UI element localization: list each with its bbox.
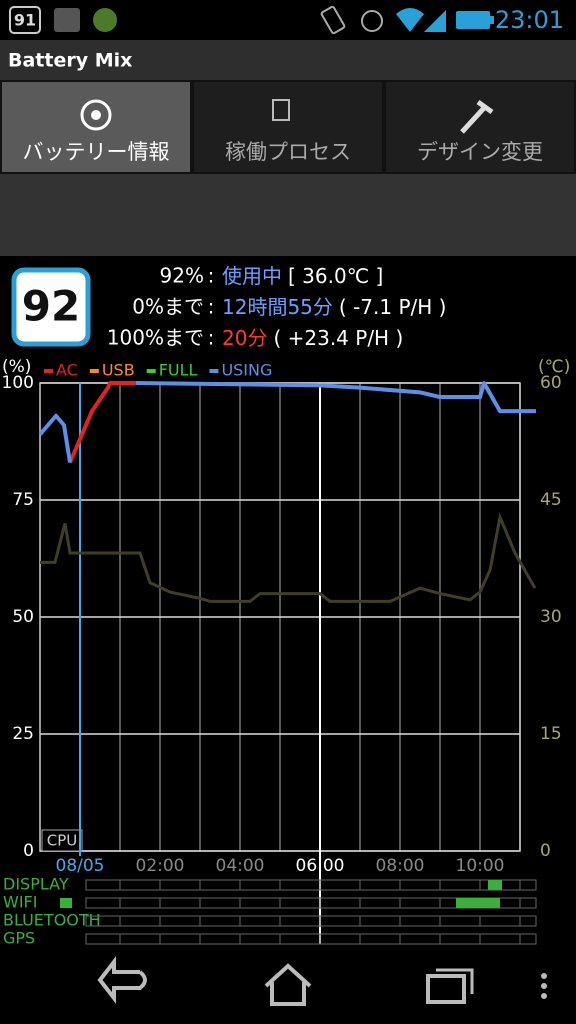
info-highlight: 20分 [222,326,267,350]
activity-span [60,898,72,908]
tab[interactable] [386,82,574,172]
battery-line [68,381,136,464]
battery-icon [11,267,91,347]
activity-span [456,898,500,908]
y-tick-label: 75 [12,490,34,510]
legend-label: USING [221,361,272,380]
nav-back[interactable] [97,956,147,1004]
battery-icon-text: 92 [22,282,80,331]
info-value: 12時間55分( -7.1 P/H ) [222,295,446,319]
y-tick-label: 100 [2,373,34,393]
legend-label: AC [56,361,78,380]
tab[interactable] [194,82,382,172]
info-highlight: 12時間55分 [222,295,333,319]
nav-recents [436,968,474,994]
banner-area [0,174,576,256]
activity-row [85,879,537,891]
y2-tick-label: 30 [540,607,562,627]
tab-label: バッテリー情報 [23,140,170,164]
badge-icon [9,6,41,34]
y2-axis-label: (℃) [538,357,570,377]
wifi-icon [396,8,424,32]
info-sep: : [208,295,215,319]
tab-label: デザイン変更 [417,140,543,164]
x-tick-label: 08/05 [56,856,105,876]
legend-label: USB [102,361,135,380]
activity-span [488,880,502,890]
y2-tick-label: 60 [540,373,562,393]
info-value: 使用中[ 36.0℃ ] [222,264,383,288]
y-tick-label: 50 [12,607,34,627]
info-label: 0%まで [132,295,204,319]
info-detail: ( +23.4 P/H ) [273,326,403,350]
tab-icon [91,110,101,120]
activity-label: WIFI [3,893,37,912]
tab[interactable] [2,82,190,172]
info-sep: : [208,264,215,288]
notify-icon [93,8,117,32]
activity-label: BLUETOOTH [3,911,101,930]
info-detail: ( -7.1 P/H ) [339,295,447,319]
x-tick-label: 04:00 [216,856,265,876]
tab-icon [460,99,494,134]
alarm-icon [361,10,383,32]
battery-line [38,381,536,463]
tab-label: 稼働プロセス [225,140,351,164]
notify-icon [54,8,80,32]
badge-text: 91 [14,11,36,30]
clock: 23:01 [495,6,564,34]
y2-tick-label: 45 [540,490,562,510]
info-detail: [ 36.0℃ ] [288,264,383,288]
y-tick-label: 25 [12,724,34,744]
y-axis-label: (%) [2,357,31,377]
battery-status-icon [456,11,490,29]
x-tick-label: 10:00 [456,856,505,876]
activity-row [85,897,537,909]
nav-recents[interactable] [426,974,466,1004]
signal-icon [424,10,446,32]
temperature-line [40,511,537,603]
info-label: 100%まで [107,326,204,350]
cpu-label: CPU [47,832,78,850]
y2-tick-label: 15 [540,724,562,744]
vibrate-icon [320,5,346,35]
y-tick-label: 0 [23,841,34,861]
activity-row [85,933,537,945]
tab-icon [80,99,112,131]
activity-label: GPS [3,929,35,948]
nav-menu[interactable] [541,973,547,999]
info-highlight: 使用中 [222,264,282,288]
info-value: 20分( +23.4 P/H ) [222,326,403,350]
cpu-box [41,829,83,852]
y2-tick-label: 0 [540,841,551,861]
x-tick-label: 02:00 [136,856,185,876]
app-title: Battery Mix [8,50,132,72]
info-label: 92% [160,264,204,288]
info-sep: : [208,326,215,350]
activity-row [85,915,537,927]
app-bar [0,40,576,80]
x-tick-label: 08:00 [376,856,425,876]
battery-status-icon [490,16,494,24]
activity-label: DISPLAY [3,875,69,894]
tab-icon [272,99,290,121]
nav-home[interactable] [264,963,312,1006]
legend-label: FULL [159,361,198,380]
